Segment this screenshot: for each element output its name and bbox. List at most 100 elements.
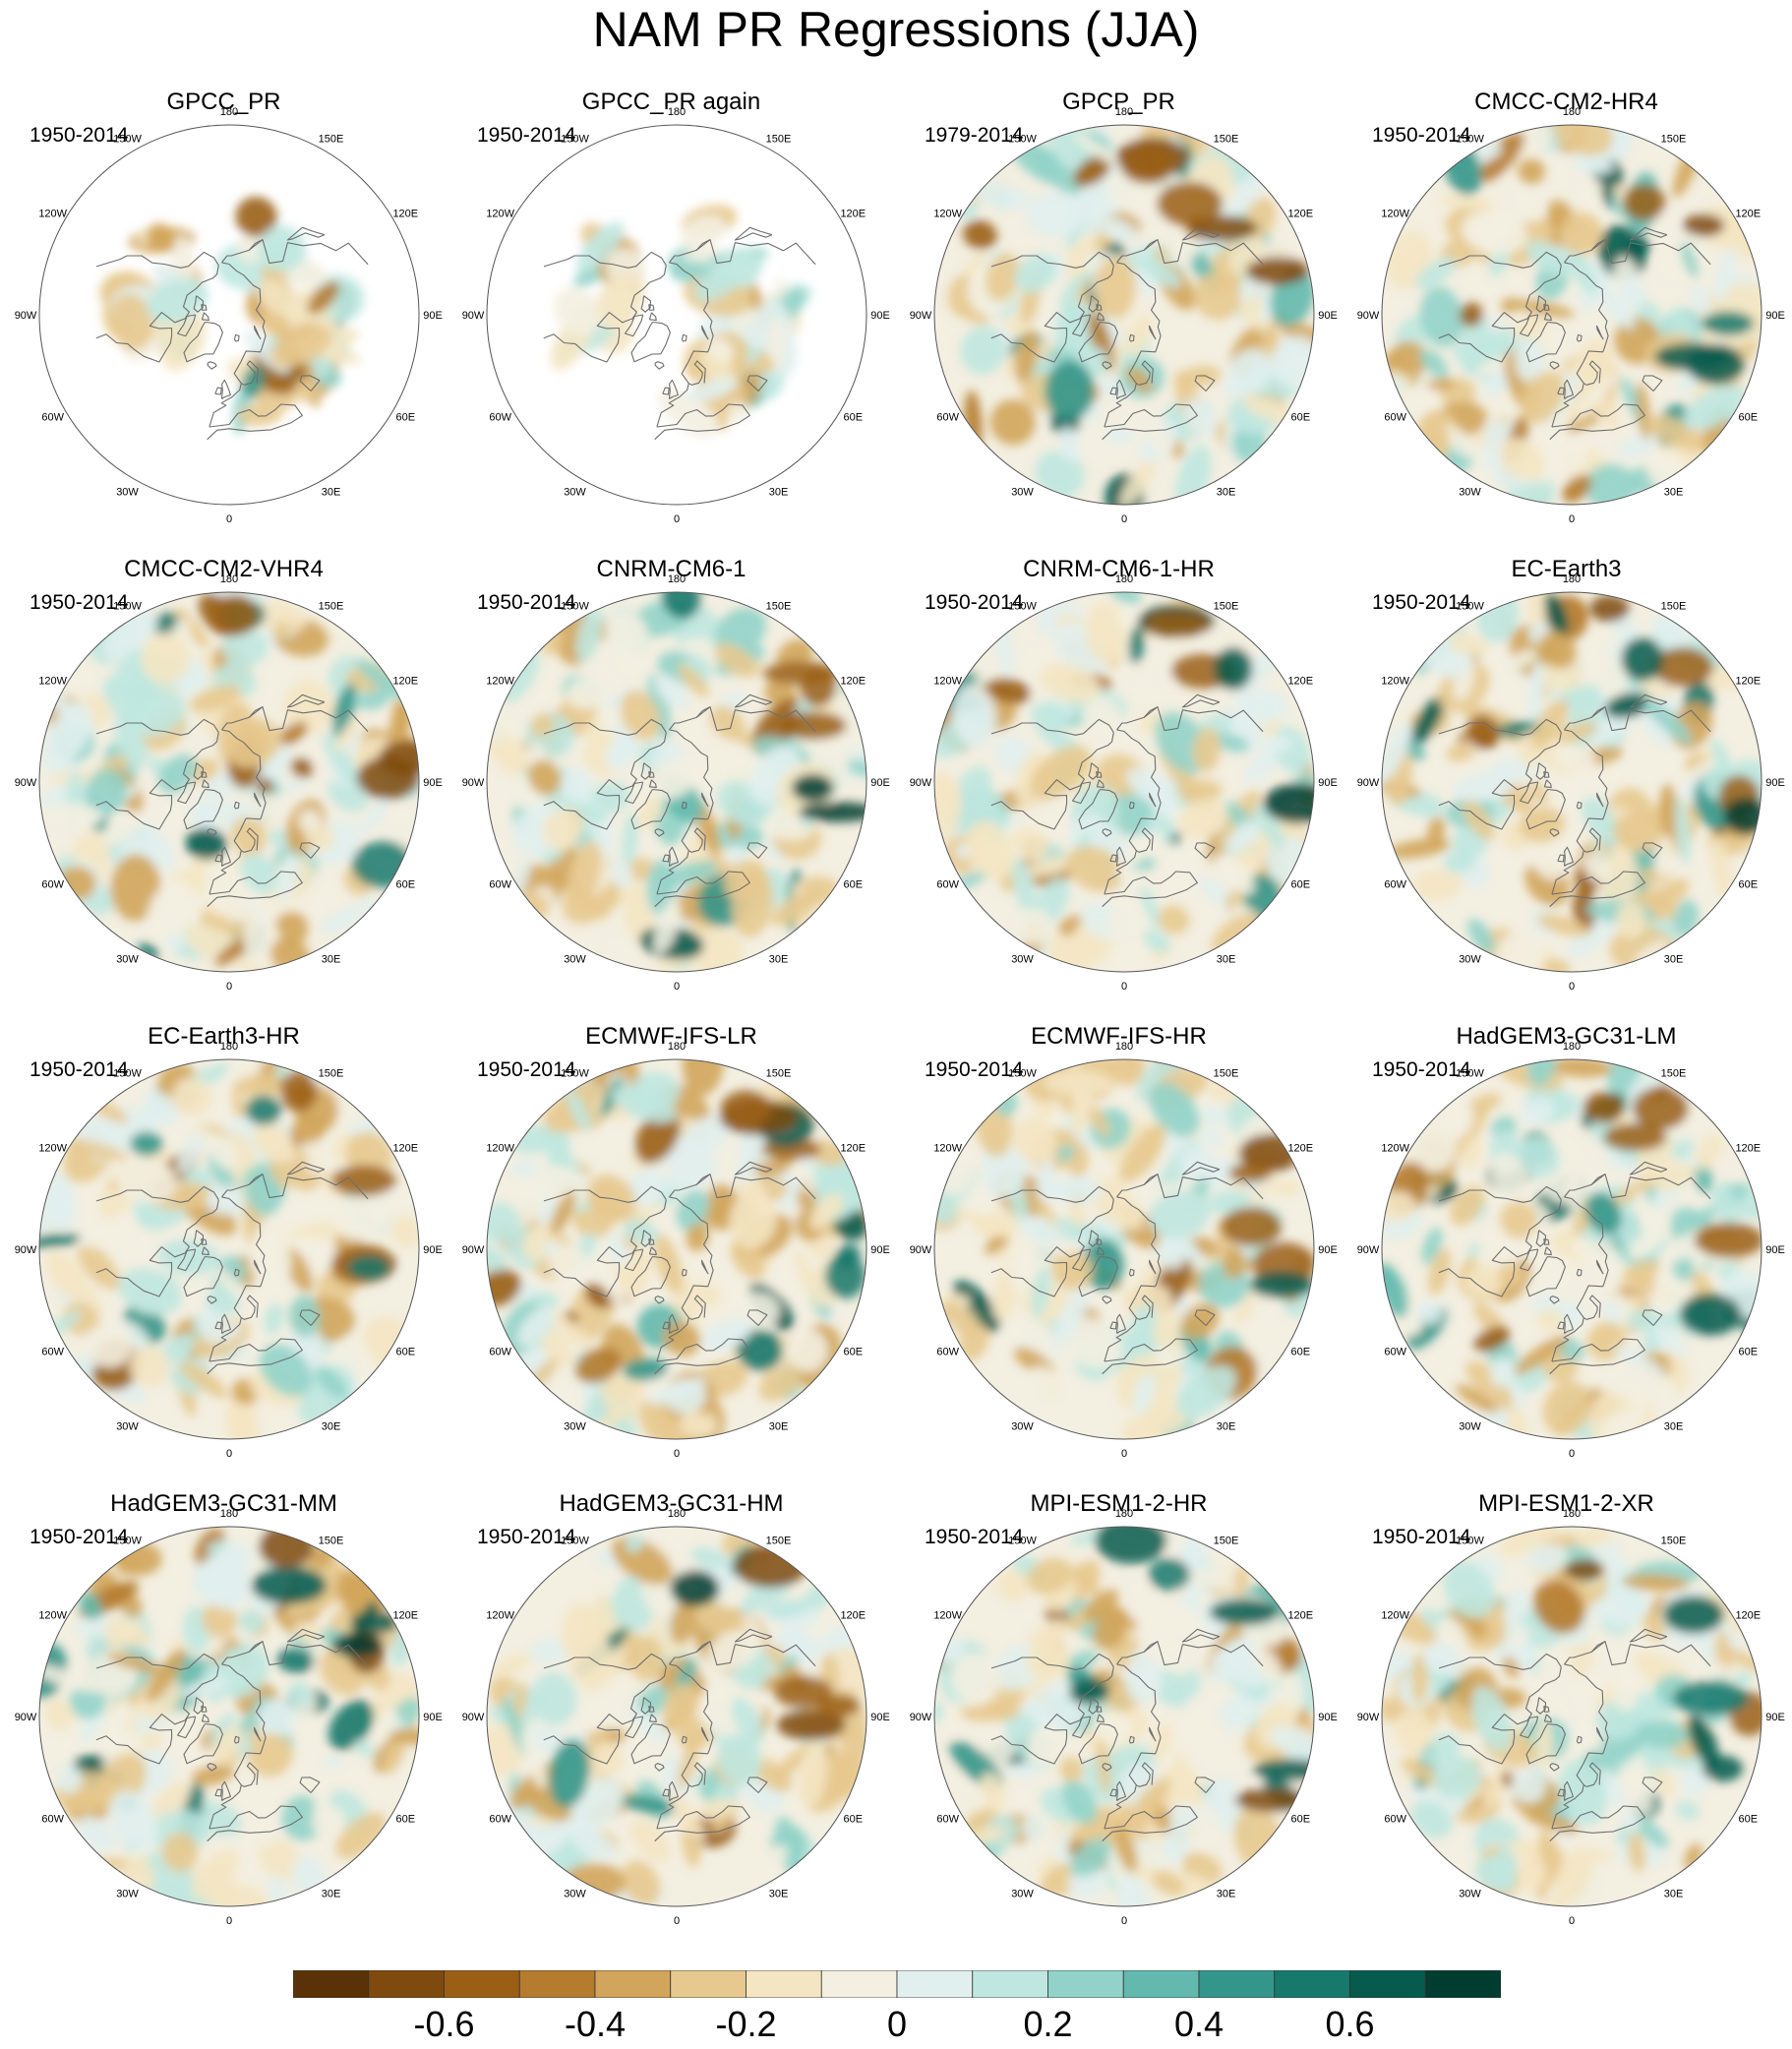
longitude-label: 120E <box>1735 1143 1761 1155</box>
longitude-label: 120E <box>392 1143 418 1155</box>
panel-title: HadGEM3-GC31-LM <box>1456 1023 1677 1050</box>
polar-map: 180 150E 120E 90E 60E 30E 0 30W 60W 90W 120W 150W <box>1357 573 1785 993</box>
longitude-label: 120E <box>1735 209 1761 220</box>
longitude-label: 90E <box>1318 777 1338 789</box>
precip-field <box>1382 125 1762 505</box>
longitude-label: 150W <box>1456 1068 1484 1080</box>
longitude-label: 180 <box>1563 106 1581 118</box>
longitude-label: 30W <box>1459 953 1481 965</box>
longitude-label: 120W <box>1381 1143 1409 1155</box>
longitude-label: 0 <box>226 981 232 993</box>
longitude-label: 30W <box>564 1888 586 1899</box>
longitude-label: 120W <box>933 1610 962 1622</box>
longitude-label: 30E <box>1664 953 1684 965</box>
polar-map: 180 150E 120E 90E 60E 30E 0 30W 60W 90W 120W 150W <box>1357 106 1785 525</box>
coastlines <box>990 693 1264 908</box>
panel-title: GPCC_PR again <box>581 89 761 115</box>
precip-field <box>1382 1527 1762 1906</box>
longitude-label: 150W <box>561 601 589 613</box>
longitude-label: 60E <box>1291 1814 1311 1826</box>
panel-period: 1950-2014 <box>30 1526 129 1548</box>
colorbar-swatch <box>896 1970 974 1998</box>
longitude-label: 60E <box>1739 1347 1759 1358</box>
polar-map: 180 150E 120E 90E 60E 30E 0 30W 60W 90W 120W 150W <box>462 106 890 525</box>
longitude-label: 120W <box>486 676 514 688</box>
coastlines <box>990 1628 1264 1842</box>
longitude-label: 180 <box>220 1041 238 1053</box>
panel-period: 1950-2014 <box>1372 124 1471 147</box>
longitude-label: 120E <box>840 209 866 220</box>
polar-map: 180 150E 120E 90E 60E 30E 0 30W 60W 90W 120W 150W <box>910 573 1338 993</box>
longitude-label: 120E <box>1735 676 1761 688</box>
longitude-label: 180 <box>1563 1041 1581 1053</box>
longitude-label: 30E <box>1217 953 1236 965</box>
precip-field <box>934 1527 1314 1906</box>
longitude-label: 180 <box>668 106 686 118</box>
longitude-label: 90W <box>1357 777 1380 789</box>
longitude-label: 120E <box>392 676 418 688</box>
panel-period: 1950-2014 <box>477 1058 576 1081</box>
coastlines <box>543 1161 816 1375</box>
polar-map: 180 150E 120E 90E 60E 30E 0 30W 60W 90W 120W 150W <box>1357 1508 1785 1927</box>
panel-period: 1950-2014 <box>1372 1058 1471 1081</box>
longitude-label: 150W <box>113 1536 142 1547</box>
longitude-label: 150E <box>1214 1068 1239 1080</box>
longitude-label: 30W <box>1011 953 1034 965</box>
longitude-label: 0 <box>1569 513 1575 525</box>
longitude-label: 150E <box>1661 134 1687 146</box>
polar-map: 180 150E 120E 90E 60E 30E 0 30W 60W 90W 120W 150W <box>1357 1041 1785 1460</box>
longitude-label: 90E <box>1318 1712 1338 1723</box>
longitude-label: 60W <box>936 412 959 424</box>
longitude-label: 90E <box>423 777 443 789</box>
map-panel: ECMWF-IFS-HR 1950-2014 180 150E 120E 90E 60E 30… <box>895 1023 1343 1485</box>
longitude-label: 120W <box>1381 676 1409 688</box>
panel-period: 1950-2014 <box>30 591 129 614</box>
panel-period: 1950-2014 <box>925 591 1024 614</box>
precip-field <box>39 125 419 505</box>
panel-title: CMCC-CM2-VHR4 <box>124 556 324 582</box>
longitude-label: 60W <box>1384 879 1406 891</box>
precip-field <box>934 592 1314 972</box>
colorbar-swatch <box>1047 1970 1124 1998</box>
polar-map: 180 150E 120E 90E 60E 30E 0 30W 60W 90W 120W 150W <box>15 573 443 993</box>
coastlines <box>1438 1161 1711 1375</box>
longitude-label: 60E <box>1291 879 1311 891</box>
longitude-label: 150E <box>319 1536 344 1547</box>
longitude-label: 30E <box>769 1888 789 1899</box>
colorbar-swatch <box>368 1970 445 1998</box>
coastlines <box>543 226 816 441</box>
longitude-label: 30W <box>1459 1420 1481 1432</box>
polar-map: 180 150E 120E 90E 60E 30E 0 30W 60W 90W 120W 150W <box>462 1508 890 1927</box>
precip-field <box>39 1527 419 1906</box>
longitude-label: 30E <box>1217 1888 1236 1899</box>
longitude-label: 0 <box>1121 1448 1127 1460</box>
panel-period: 1950-2014 <box>477 591 576 614</box>
longitude-label: 60E <box>1739 1814 1759 1826</box>
longitude-label: 60W <box>489 879 511 891</box>
panel-period: 1950-2014 <box>477 124 576 147</box>
precip-field <box>487 592 866 972</box>
longitude-label: 30E <box>322 486 341 498</box>
map-panel: HadGEM3-GC31-LM 1950-2014 180 150E 120E 90E 60… <box>1343 1023 1790 1485</box>
longitude-label: 60W <box>936 1814 959 1826</box>
colorbar-swatch <box>1198 1970 1276 1998</box>
colorbar-swatch <box>670 1970 747 1998</box>
longitude-label: 60W <box>1384 1347 1406 1358</box>
longitude-label: 150E <box>766 134 792 146</box>
coastlines <box>543 693 816 908</box>
longitude-label: 60W <box>489 412 511 424</box>
panel-period: 1950-2014 <box>30 1058 129 1081</box>
longitude-label: 30W <box>1459 486 1481 498</box>
longitude-label: 0 <box>1121 513 1127 525</box>
longitude-label: 180 <box>668 1508 686 1520</box>
longitude-label: 90E <box>1318 1244 1338 1256</box>
map-panel: CMCC-CM2-HR4 1950-2014 180 150E 120E 90E 60E 30… <box>1343 89 1790 551</box>
longitude-label: 0 <box>1121 981 1127 993</box>
coastlines <box>95 226 369 441</box>
longitude-label: 30E <box>322 953 341 965</box>
longitude-label: 0 <box>1569 1448 1575 1460</box>
longitude-label: 90W <box>910 1244 932 1256</box>
map-panel: CNRM-CM6-1 1950-2014 180 150E 120E 90E 60E 30E 0… <box>448 556 895 1018</box>
coastlines <box>95 1628 369 1842</box>
longitude-label: 150E <box>766 1068 792 1080</box>
